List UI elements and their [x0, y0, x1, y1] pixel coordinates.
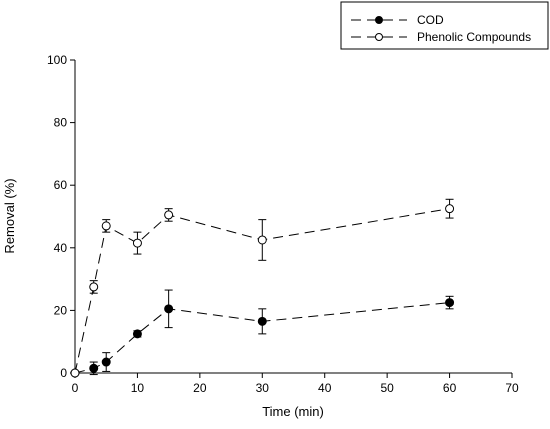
x-tick-label: 70 — [505, 381, 519, 395]
x-tick-label: 10 — [131, 381, 145, 395]
y-tick-label: 40 — [54, 241, 68, 255]
legend-label-cod: COD — [417, 13, 444, 27]
legend-marker-cod — [375, 16, 383, 24]
x-axis-ticks: 0 10 20 30 40 50 60 70 — [72, 373, 519, 395]
data-point-cod — [445, 298, 455, 308]
y-tick-label: 20 — [54, 303, 68, 317]
x-tick-label: 60 — [443, 381, 457, 395]
legend: COD Phenolic Compounds — [340, 1, 549, 50]
data-point-cod — [164, 304, 174, 314]
data-point-phenolic — [89, 282, 99, 292]
data-point-cod — [257, 316, 267, 326]
x-tick-label: 30 — [256, 381, 270, 395]
x-tick-label: 40 — [318, 381, 332, 395]
legend-box — [340, 1, 549, 50]
y-tick-label: 100 — [47, 53, 67, 67]
legend-marker-phenolic — [375, 33, 383, 41]
x-axis-title: Time (min) — [262, 404, 324, 419]
y-axis-ticks: 0 20 40 60 80 100 — [47, 53, 75, 380]
data-point-phenolic — [445, 204, 455, 214]
legend-label-phenolic: Phenolic Compounds — [417, 30, 531, 44]
y-tick-label: 0 — [60, 366, 67, 380]
data-point-phenolic — [70, 368, 80, 378]
x-tick-label: 20 — [193, 381, 207, 395]
legend-item-phenolic: Phenolic Compounds — [351, 30, 531, 44]
data-point-phenolic — [101, 221, 111, 231]
series-layer — [70, 198, 455, 378]
data-point-phenolic — [132, 238, 142, 248]
data-point-cod — [89, 363, 99, 373]
y-tick-label: 80 — [54, 116, 68, 130]
data-point-phenolic — [257, 235, 267, 245]
data-point-cod — [132, 329, 142, 339]
y-axis-title: Removal (%) — [2, 178, 17, 253]
legend-item-cod: COD — [351, 13, 444, 27]
data-point-phenolic — [164, 210, 174, 220]
data-point-cod — [101, 357, 111, 367]
x-tick-label: 50 — [380, 381, 394, 395]
x-tick-label: 0 — [72, 381, 79, 395]
y-tick-label: 60 — [54, 178, 68, 192]
